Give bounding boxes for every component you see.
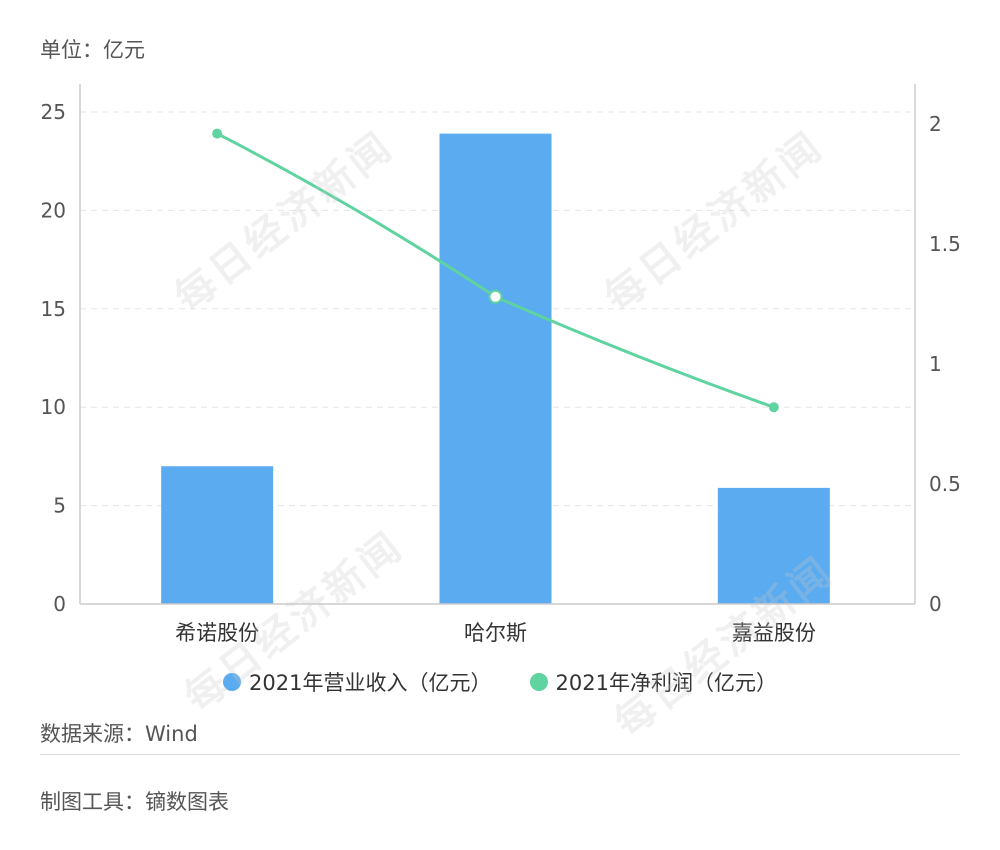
- left-tick-label: 0: [53, 592, 66, 616]
- line-series: [212, 128, 779, 413]
- left-tick-label: 10: [41, 395, 66, 419]
- category-label: 希诺股份: [175, 621, 259, 645]
- right-tick-label: 0: [929, 592, 942, 616]
- unit-label: 单位：亿元: [40, 38, 145, 62]
- bar-series: [161, 133, 830, 604]
- left-axis-ticks: 0 5 10 15 20 25: [41, 100, 66, 616]
- legend-item-revenue[interactable]: 2021年营业收入（亿元）: [223, 667, 492, 697]
- legend-item-profit[interactable]: 2021年净利润（亿元）: [529, 667, 777, 697]
- right-tick-label: 0.5: [929, 472, 961, 496]
- legend-dot-revenue-icon: [223, 673, 242, 691]
- line-point: [768, 402, 779, 413]
- data-source: 数据来源：Wind: [40, 722, 198, 746]
- line-point: [212, 128, 223, 139]
- axes: [79, 84, 916, 605]
- legend-label-profit: 2021年净利润（亿元）: [555, 671, 777, 695]
- left-tick-label: 25: [41, 100, 66, 124]
- legend-dot-profit-icon: [529, 673, 548, 691]
- right-tick-label: 1.5: [929, 232, 961, 256]
- left-tick-label: 20: [41, 198, 66, 222]
- bar: [717, 487, 830, 604]
- category-label: 嘉益股份: [732, 621, 816, 645]
- legend-label-revenue: 2021年营业收入（亿元）: [249, 671, 492, 695]
- right-axis-ticks: 0 0.5 1 1.5 2: [929, 112, 961, 616]
- left-tick-label: 15: [41, 297, 66, 321]
- category-label: 哈尔斯: [464, 621, 527, 645]
- right-tick-label: 2: [929, 112, 942, 136]
- line-point: [488, 289, 503, 304]
- right-tick-label: 1: [929, 352, 942, 376]
- divider: [40, 754, 960, 755]
- combo-chart: 0 5 10 15 20 25 0 0.5 1 1.5 2 希诺股份 哈尔斯 嘉益股份: [41, 84, 961, 645]
- chart-tool: 制图工具：镝数图表: [40, 790, 229, 814]
- left-tick-label: 5: [53, 494, 66, 518]
- category-labels: 希诺股份 哈尔斯 嘉益股份: [175, 621, 816, 645]
- bar: [161, 466, 274, 604]
- bar: [439, 133, 552, 604]
- legend: 2021年营业收入（亿元） 2021年净利润（亿元）: [0, 667, 1000, 697]
